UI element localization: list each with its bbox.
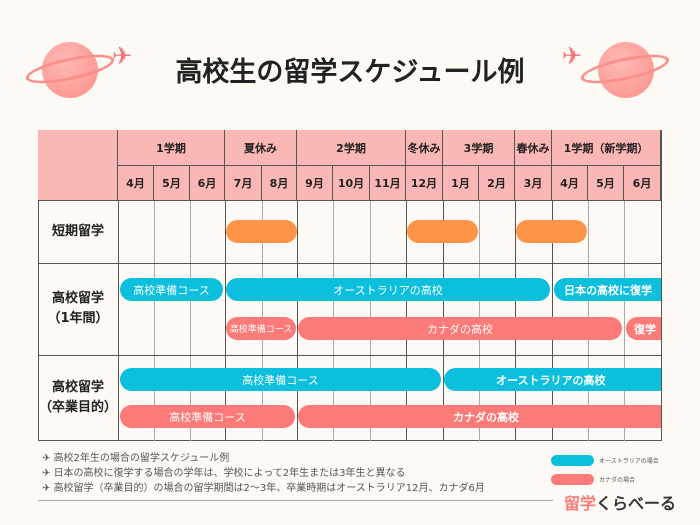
row-label-1year: 高校留学 （1年間）	[38, 263, 118, 355]
divider	[38, 500, 553, 501]
legend-australia-swatch	[551, 455, 594, 466]
month-header: 6月	[624, 166, 661, 201]
term-header: 夏休み	[225, 130, 297, 166]
row-label-text: （卒業目的）	[38, 400, 117, 415]
table-right-border	[661, 130, 662, 441]
month-header: 5月	[588, 166, 624, 201]
term-header: 2学期	[297, 130, 406, 166]
month-header: 7月	[225, 166, 262, 201]
row-label-text: 高校留学	[51, 380, 104, 395]
bar-ca-school-grad: カナダの高校	[298, 405, 674, 428]
logo-part2: くらべーる	[596, 494, 677, 513]
short-bar-summer	[226, 220, 297, 243]
grid-line	[297, 201, 298, 441]
page-title: 高校生の留学スケジュール例	[175, 57, 525, 88]
legend-australia-label: オーストラリアの場合	[599, 458, 659, 465]
month-header: 4月	[552, 166, 588, 201]
note-text: 日本の高校に復学する場合の学年は、学校によって2年生または3年生と異なる	[53, 468, 406, 479]
note-1: ✈ 高校2年生の場合の留学スケジュール例	[42, 453, 230, 464]
planet-right-icon	[598, 42, 654, 98]
term-header: 3学期	[443, 130, 515, 166]
header-corner	[38, 130, 118, 201]
month-header: 4月	[118, 166, 154, 201]
row-label-short: 短期留学	[38, 201, 118, 263]
month-header: 2月	[479, 166, 515, 201]
row-label-graduation: 高校留学 （卒業目的）	[38, 355, 118, 441]
term-header: 1学期	[118, 130, 225, 166]
grid-line	[624, 201, 625, 441]
row-label-text: 短期留学	[51, 224, 104, 239]
bar-prep-au-grad: 高校準備コース	[120, 368, 441, 391]
row-label-text: （1年間）	[47, 311, 109, 326]
month-header: 9月	[297, 166, 333, 201]
month-header: 10月	[333, 166, 370, 201]
logo-part1: 留学	[564, 494, 597, 513]
note-2: ✈ 日本の高校に復学する場合の学年は、学校によって2年生または3年生と異なる	[42, 468, 406, 479]
planet-left-icon	[42, 42, 98, 98]
bar-au-school-grad: オーストラリアの高校	[444, 368, 674, 391]
term-header: 1学期（新学期）	[552, 130, 661, 166]
logo: 留学くらべーる	[564, 490, 676, 514]
row-label-text: 高校留学	[51, 291, 104, 306]
grid-line	[154, 201, 155, 441]
short-bar-winter	[407, 220, 478, 243]
legend-canada-label: カナダの場合	[599, 477, 636, 484]
month-header: 12月	[406, 166, 443, 201]
month-header: 1月	[443, 166, 479, 201]
month-header: 11月	[370, 166, 406, 201]
grid-line	[118, 201, 119, 441]
bar-prep-ca: 高校準備コース	[226, 317, 296, 340]
airplane-icon: ✈	[562, 42, 583, 70]
bar-au-school: オーストラリアの高校	[226, 278, 550, 301]
note-3: ✈ 高校留学（卒業目的）の場合の留学期間は2〜3年、卒業時期はオーストラリア12…	[42, 483, 485, 494]
bar-prep-ca-grad: 高校準備コース	[120, 405, 295, 428]
month-header: 5月	[154, 166, 190, 201]
month-header: 3月	[515, 166, 552, 201]
grid-line	[190, 201, 191, 441]
right-mask	[661, 130, 700, 450]
note-text: 高校2年生の場合の留学スケジュール例	[53, 453, 230, 464]
bar-return-japan: 日本の高校に復学	[554, 278, 674, 301]
note-text: 高校留学（卒業目的）の場合の留学期間は2〜3年、卒業時期はオーストラリア12月、…	[53, 483, 485, 494]
term-header: 冬休み	[406, 130, 443, 166]
term-header: 春休み	[515, 130, 552, 166]
airplane-icon: ✈	[112, 42, 133, 70]
row-divider	[38, 263, 661, 264]
row-divider	[38, 355, 661, 356]
month-header: 8月	[262, 166, 297, 201]
grid-line	[225, 201, 226, 441]
month-header: 6月	[190, 166, 225, 201]
short-bar-spring	[516, 220, 587, 243]
bar-prep-au: 高校準備コース	[120, 278, 223, 301]
bar-ca-school: カナダの高校	[298, 317, 622, 340]
legend-canada-swatch	[551, 474, 594, 485]
